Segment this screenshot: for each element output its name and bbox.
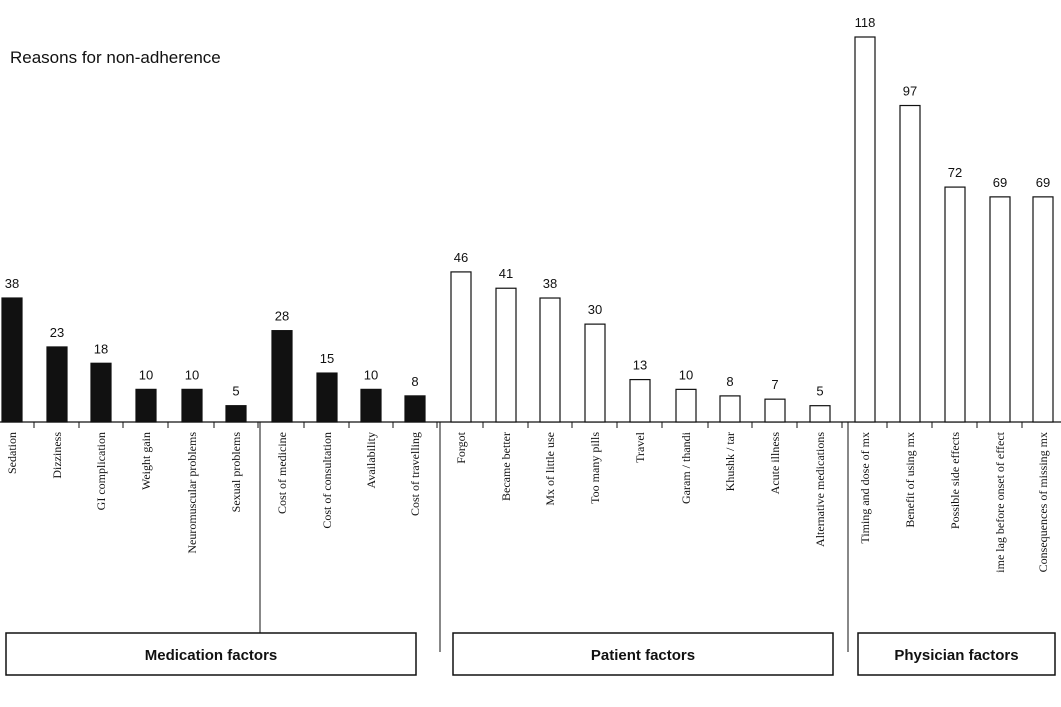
data-label-1-6: 5 [232,384,239,399]
bar-2-6 [675,388,697,423]
tick-label-3-1: Timing and dose of mx [858,432,872,544]
tick-label-2-7: Khushk / tar [723,432,737,491]
data-label-2-6: 10 [679,367,693,382]
tick-label-2-2: Became better [499,432,513,501]
tick-label-2-8: Acute illness [768,432,782,495]
bar-1-7 [271,330,293,423]
group-label-3: Physician factors [894,647,1018,664]
bar-2-8 [764,398,786,423]
bar-3-4 [989,196,1011,423]
data-label-1-2: 23 [50,325,64,340]
bar-1-5 [181,388,203,423]
tick-label-2-3: Mx of little use [543,432,557,506]
tick-label-1-7: Cost of medicine [275,432,289,514]
bar-1-10 [404,395,426,423]
tick-label-1-10: Cost of travelling [408,432,422,516]
chart-title: Reasons for non-adherence [10,48,221,67]
tick-label-3-3: Possible side effects [948,432,962,529]
data-label-3-2: 97 [903,84,917,99]
data-label-2-3: 38 [543,276,557,291]
bar-1-9 [360,388,382,423]
tick-label-1-3: GI complication [94,432,108,510]
tick-label-2-6: Garam / thandi [679,431,693,504]
tick-label-1-9: Availability [364,432,378,488]
data-label-1-4: 10 [139,367,153,382]
data-label-1-8: 15 [320,351,334,366]
data-label-2-1: 46 [454,250,468,265]
tick-label-2-1: Forgot [454,431,468,463]
data-label-2-7: 8 [726,374,733,389]
tick-label-3-4: ime lag before onset of effect [993,431,1007,572]
bar-1-4 [135,388,157,423]
group-label-1: Medication factors [145,647,278,664]
bar-3-5 [1032,196,1054,423]
bar-2-4 [584,323,606,423]
tick-label-1-1: Sedation [5,432,19,474]
bar-2-1 [450,271,472,423]
bar-1-2 [46,346,68,423]
bar-2-2 [495,287,517,423]
tick-label-2-4: Too many pills [588,432,602,504]
bar-1-3 [90,362,112,423]
tick-label-2-5: Travel [633,431,647,463]
data-label-3-4: 69 [993,175,1007,190]
bar-2-9 [809,405,831,423]
bar-1-8 [316,372,338,423]
data-label-1-10: 8 [411,374,418,389]
tick-label-3-5: Consequences of missing mx [1036,432,1050,572]
tick-label-3-2: Benefit of using mx [903,432,917,528]
data-label-2-5: 13 [633,358,647,373]
tick-label-1-6: Sexual problems [229,432,243,513]
data-label-1-9: 10 [364,367,378,382]
data-label-2-2: 41 [499,266,513,281]
data-label-3-5: 69 [1036,175,1050,190]
data-label-1-7: 28 [275,309,289,324]
tick-label-2-9: Alternative medications [813,432,827,547]
bar-3-3 [944,186,966,423]
tick-label-1-4: Weight gain [139,432,153,490]
tick-label-1-2: Dizziness [50,432,64,479]
data-label-1-3: 18 [94,341,108,356]
bar-3-2 [899,104,921,423]
data-label-3-3: 72 [948,165,962,180]
bar-3-1 [854,36,876,423]
data-label-2-9: 5 [816,384,823,399]
bar-1-1 [1,297,23,423]
group-box-1 [5,632,417,676]
tick-label-1-8: Cost of consultation [320,432,334,529]
bar-1-6 [225,405,247,423]
data-label-2-8: 7 [771,377,778,392]
data-label-1-5: 10 [185,367,199,382]
data-label-1-1: 38 [5,276,19,291]
data-label-2-4: 30 [588,302,602,317]
tick-label-1-5: Neuromuscular problems [185,432,199,554]
bar-2-3 [539,297,561,423]
bar-2-7 [719,395,741,423]
data-label-3-1: 118 [855,15,876,30]
bar-2-5 [629,378,651,423]
group-label-2: Patient factors [591,647,695,664]
group-box-3 [857,632,1056,676]
group-box-2 [452,632,834,676]
